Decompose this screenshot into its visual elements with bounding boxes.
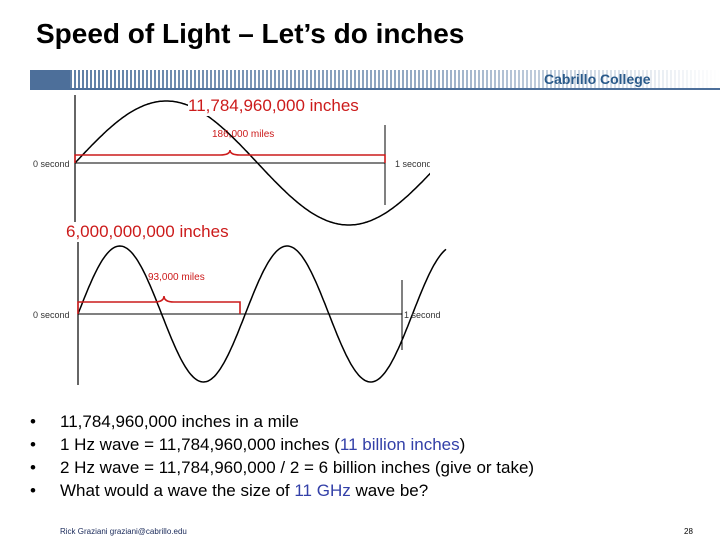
- bullet-item: • 1 Hz wave = 11,784,960,000 inches (11 …: [30, 433, 710, 456]
- distance-label: 186,000 miles: [212, 129, 274, 140]
- bullet-dot: •: [30, 435, 36, 454]
- header-stripe-bar: [30, 70, 720, 90]
- end-label: 1 second: [395, 159, 430, 169]
- college-name: Cabrillo College: [544, 71, 651, 87]
- start-label: 0 second: [33, 310, 70, 320]
- distance-label: 93,000 miles: [148, 272, 205, 283]
- distance-brace: [74, 149, 386, 163]
- bullet-text-part: wave be?: [350, 481, 429, 500]
- wave-diagram-1hz: 186,000 miles 0 second 1 second: [33, 95, 430, 226]
- page-number: 28: [684, 527, 693, 536]
- bullet-item: • 2 Hz wave = 11,784,960,000 / 2 = 6 bil…: [30, 456, 710, 479]
- bullet-text-part: ): [459, 435, 466, 454]
- slide-title: Speed of Light – Let’s do inches: [36, 18, 465, 49]
- bullet-dot: •: [30, 412, 36, 431]
- end-label: 1 second: [404, 310, 441, 320]
- highlighted-term: 11 GHz: [294, 481, 351, 500]
- highlighted-term: 11 billion inches: [339, 435, 460, 454]
- footer-author: Rick Graziani graziani@cabrillo.edu: [60, 527, 187, 536]
- bullet-text-part: 1 Hz wave = 11,784,960,000 inches (: [60, 435, 340, 454]
- sine-wave-2-cycles: [77, 245, 447, 383]
- bullet-text: 2 Hz wave = 11,784,960,000 / 2 = 6 billi…: [60, 458, 535, 477]
- bullet-text-part: What would a wave the size of: [60, 481, 295, 500]
- bullet-text: 11,784,960,000 inches in a mile: [60, 412, 299, 431]
- bullet-item: • What would a wave the size of 11 GHz w…: [30, 479, 710, 502]
- bullet-text: What would a wave the size of 11 GHz wav…: [60, 479, 428, 502]
- bullet-list: • 11,784,960,000 inches in a mile • 1 Hz…: [30, 410, 710, 502]
- bullet-dot: •: [30, 481, 36, 500]
- bullet-item: • 11,784,960,000 inches in a mile: [30, 410, 710, 433]
- sine-wave-1-cycle: [74, 100, 430, 226]
- wave-diagram-2hz: 93,000 miles 0 second 1 second: [33, 240, 447, 385]
- bullet-text: 1 Hz wave = 11,784,960,000 inches (11 bi…: [60, 433, 465, 456]
- wavelength-label-1: 11,784,960,000 inches: [188, 96, 359, 116]
- wavelength-label-2: 6,000,000,000 inches: [66, 222, 229, 242]
- bullet-dot: •: [30, 458, 36, 477]
- distance-brace: [77, 295, 241, 314]
- start-label: 0 second: [33, 159, 70, 169]
